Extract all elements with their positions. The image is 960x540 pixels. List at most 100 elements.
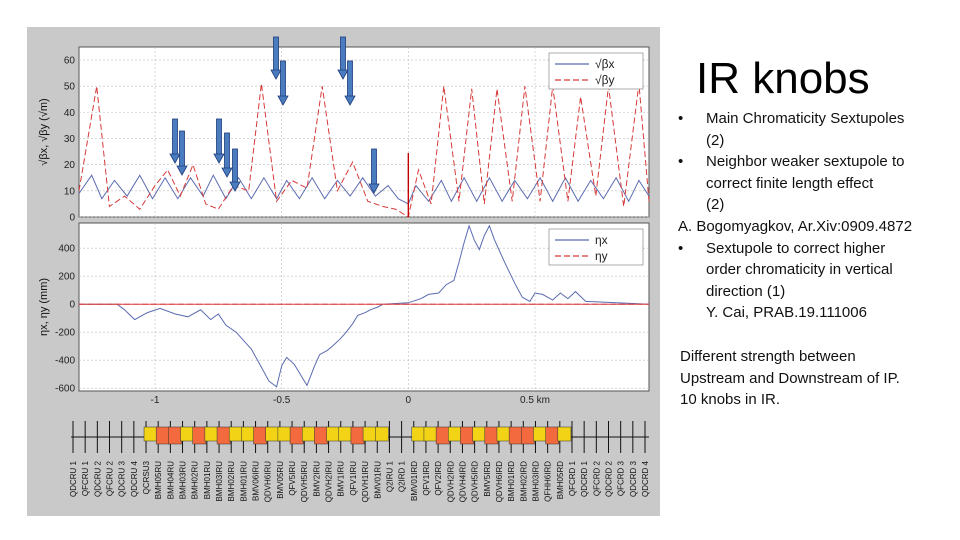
note-continuation: Y. Cai, PRAB.19.111006 [706,304,867,322]
y-axis-label: √βx, √βy (√m) [38,98,50,165]
note-continuation: correct finite length effect [706,174,874,192]
bullet-icon: • [678,153,684,171]
lattice-element-label: QDCRU 1 [69,460,78,497]
magnet-block [545,426,560,445]
lattice-element-label: QFV2IRD [434,461,443,496]
lattice-element-label: QDCRU 3 [118,460,127,497]
lattice-element-label: QFCRU 2 [106,460,115,496]
difference-line-3: 10 knobs in IR. [680,391,781,409]
series-line-x [78,174,650,205]
lattice-element-label: QDCRD 4 [641,460,650,497]
lattice-element-label: QDVH5IRD [471,461,480,503]
arrow-down-icon [280,60,286,98]
arrow-down-icon [216,118,222,156]
magnet-block [350,426,365,445]
lattice-element-label: BMH01IRU [239,461,248,502]
lattice-element-label: BMH01RU [203,461,212,499]
lattice-element-label: QDVH6IRD [495,461,504,503]
magnet-block [192,426,207,445]
legend-label: ηx [595,233,608,247]
arrow-down-icon [371,148,377,186]
y-tick-label: -200 [55,328,75,339]
y-axis-label: ηx, ηy (mm) [38,278,50,336]
arrow-down-icon [224,132,230,170]
magnet-block [314,426,328,445]
magnet-block [508,426,523,445]
y-tick-label: 30 [64,134,76,145]
lattice-element-label: QFCRD 1 [568,460,577,496]
bullet-text: Sextupole to correct higher [706,239,886,257]
magnet-block [338,426,353,442]
note-continuation: order chromaticity in vertical [706,261,893,279]
lattice-element-label: QDCRD 1 [580,460,589,497]
bullet-item: • Sextupole to correct higher [678,238,948,260]
lattice-element-label: QFCRD 3 [617,460,626,496]
lattice-element-label: BMV05RU [276,461,285,499]
x-tick-label: -0.5 [273,395,291,406]
lattice-element-label: QFV5IRU [288,461,297,496]
x-tick-label: 0 [406,395,412,406]
lattice-panel: QDCRU 1 QFCRU 1 QDCRU 2 QFCRU 2 QDCRU 3 QDCRU… [69,421,650,502]
arrow-down-icon [344,95,356,106]
lattice-element-label: BMH04RU [166,461,175,499]
y-tick-label: 0 [69,300,75,311]
lattice-element-label: QFHH6IRD [544,461,553,502]
magnet-block [241,426,255,442]
lattice-element-label: BMV01RU [373,461,382,499]
optics-plot: 0 10 20 30 40 50 60 √βx, √βy (√m) √βx √βy -600 -40… [38,36,650,502]
lattice-element-label: QDVH5IRU [300,461,309,503]
bullet-item: • Neighbor weaker sextupole to [678,151,948,173]
magnet-block [557,426,572,442]
y-tick-label: 20 [64,160,76,171]
bullet-text: Neighbor weaker sextupole to [706,153,905,171]
slide-title: IR knobs [696,54,870,103]
lattice-element-label: QFV1IRD [422,461,431,496]
lattice-element-label: BMH03IRD [531,461,540,502]
lattice-element-label: QFCRD 2 [592,460,601,496]
arrow-down-icon [221,167,233,178]
lattice-element-label: BMV06IRU [252,461,261,501]
magnet-block [143,426,158,442]
lattice-element-label: BMV2IRU [312,461,321,497]
magnet-block [521,426,535,445]
magnet-block [448,426,462,442]
magnet-block [423,426,438,442]
lattice-optics-figure: 0 10 20 30 40 50 60 √βx, √βy (√m) √βx √βy -600 -40… [27,27,660,516]
bullet-icon: • [678,239,684,257]
lattice-element-label: BMV01IRD [410,461,419,501]
lattice-element-label: BMV5IRD [483,461,492,497]
lattice-element-label: BMH05RU [154,461,163,499]
magnet-block [496,426,511,442]
arrow-down-icon [232,148,238,184]
bullet-text: Main Chromaticity Sextupoles [706,110,905,127]
note-reference: A. Bogomyagkov, Ar.Xiv:0909.4872 [678,217,913,235]
difference-line-1: Different strength between [680,348,856,365]
magnet-block [362,426,377,442]
series-line-x [79,224,650,388]
arrow-down-icon [179,130,185,168]
legend-box [548,52,644,90]
arrow-down-icon [340,36,346,72]
y-tick-label: 60 [64,56,76,67]
arrow-down-icon [337,69,349,80]
difference-note: Different strength between Upstream and … [680,346,945,411]
lattice-element-label: BMH02IRD [519,461,528,502]
note-continuation: (2) [706,196,725,214]
y-tick-label: -400 [55,356,75,367]
legend-label: √βx [595,57,615,71]
magnet-block [460,426,474,445]
bullet-icon: • [678,110,684,127]
lattice-element-label: BMH03IRU [215,461,224,502]
bullet-item: • Main Chromaticity Sextupoles [678,108,948,130]
y-tick-label: 0 [69,213,75,224]
magnet-block [155,426,170,445]
x-tick-label: -1 [151,395,160,406]
magnet-block [228,426,243,442]
knob-arrows [169,36,380,194]
arrow-down-icon [169,153,181,164]
legend-box [548,228,644,266]
lattice-element-label: QDVH2IRD [446,461,455,503]
note-continuation: (2) [706,131,725,149]
magnet-block [204,426,219,442]
lattice-element-label: Q2IRU 1 [385,460,394,492]
